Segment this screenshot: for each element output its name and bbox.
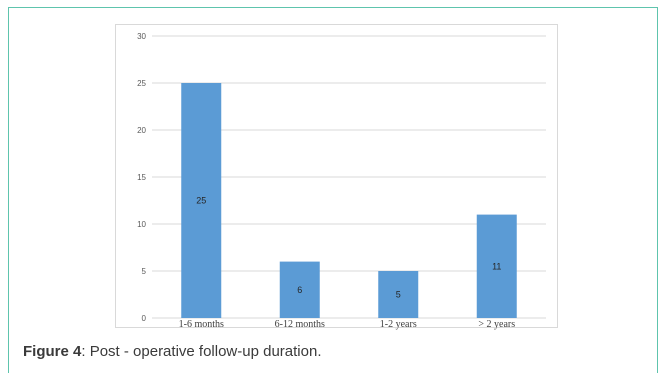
x-category-label: 6-12 months xyxy=(275,319,325,330)
data-label: 11 xyxy=(492,261,501,271)
y-tick-label: 30 xyxy=(137,32,146,41)
figure-label: Figure 4 xyxy=(23,343,82,360)
y-tick-label: 15 xyxy=(137,173,146,182)
data-label: 5 xyxy=(396,290,401,300)
x-category-label: > 2 years xyxy=(478,319,515,330)
bar xyxy=(476,214,517,318)
x-category-label: 1-2 years xyxy=(380,319,417,330)
data-label: 6 xyxy=(297,285,302,295)
bar xyxy=(378,271,419,318)
figure-caption: Figure 4: Post - operative follow-up dur… xyxy=(23,343,321,360)
bar-chart: 0 5 10 15 20 25 30 25 1-6 months 6 6-12 months 5 1-2… xyxy=(137,32,546,330)
bar xyxy=(279,261,320,318)
y-tick-label: 0 xyxy=(142,314,147,323)
bar xyxy=(181,83,222,318)
figure-caption-text: : Post - operative follow-up duration. xyxy=(81,343,322,360)
y-tick-label: 5 xyxy=(142,267,147,276)
data-label: 25 xyxy=(196,196,206,206)
y-tick-label: 10 xyxy=(137,220,146,229)
y-tick-label: 25 xyxy=(137,79,146,88)
figure-frame xyxy=(8,7,658,373)
y-tick-label: 20 xyxy=(137,126,146,135)
x-category-label: 1-6 months xyxy=(179,319,224,330)
